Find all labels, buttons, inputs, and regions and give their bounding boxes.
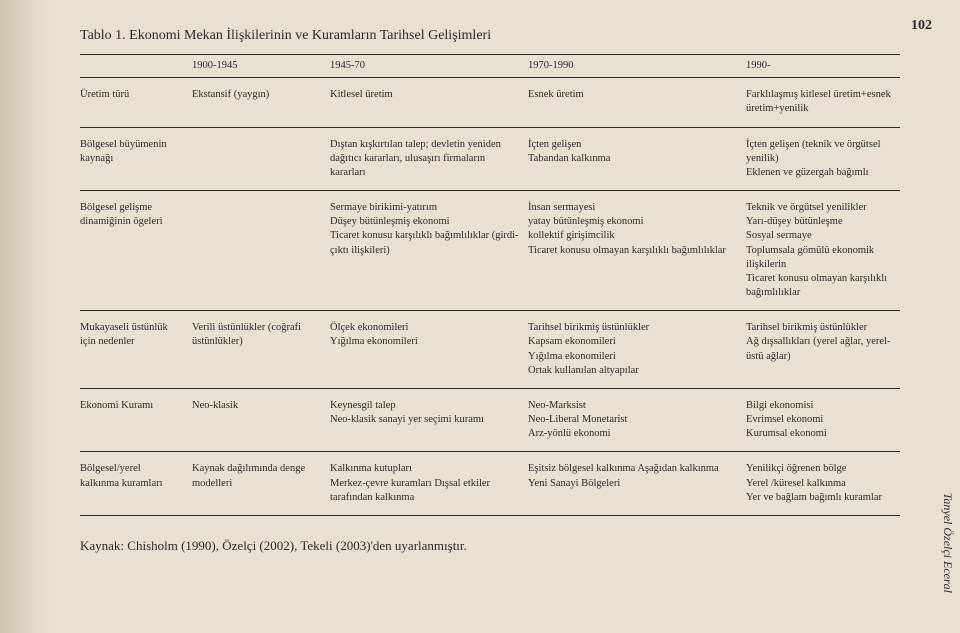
cell <box>192 127 330 191</box>
cell: Neo-MarksistNeo-Liberal MonetaristArz-yö… <box>528 388 746 452</box>
table-row: Bölgesel büyümenin kaynağı Dıştan kışkır… <box>80 127 900 191</box>
col-header-3: 1945-70 <box>330 55 528 77</box>
cell: Dıştan kışkırtılan talep; devletin yenid… <box>330 127 528 191</box>
table-row: Üretim türü Ekstansif (yaygın) Kitlesel … <box>80 78 900 127</box>
cell <box>192 191 330 311</box>
cell: Neo-klasik <box>192 388 330 452</box>
source-line: Kaynak: Chisholm (1990), Özelçi (2002), … <box>80 538 900 554</box>
cell: İçten gelişenTabandan kalkınma <box>528 127 746 191</box>
side-author: Tanyel Özelçi Eceral <box>940 493 955 593</box>
page-number: 102 <box>911 18 932 34</box>
col-header-2: 1900-1945 <box>192 55 330 77</box>
cell: Yenilikçi öğrenen bölgeYerel /küresel ka… <box>746 452 900 516</box>
table-row: Mukayaseli üstünlük için nedenler Verili… <box>80 311 900 389</box>
cell: Eşitsiz bölgesel kalkınma Aşağıdan kalkı… <box>528 452 746 516</box>
page: 102 Tanyel Özelçi Eceral Tablo 1. Ekonom… <box>0 0 960 633</box>
main-table: 1900-1945 1945-70 1970-1990 1990- Üretim… <box>80 54 900 516</box>
cell: Tarihsel birikmiş üstünlüklerKapsam ekon… <box>528 311 746 389</box>
cell: Ekstansif (yaygın) <box>192 78 330 127</box>
cell: Keynesgil talepNeo-klasik sanayi yer seç… <box>330 388 528 452</box>
col-header-4: 1970-1990 <box>528 55 746 77</box>
row-label: Bölgesel büyümenin kaynağı <box>80 127 192 191</box>
table-row: Bölgesel/yerel kalkınma kuramları Kaynak… <box>80 452 900 516</box>
cell: Kitlesel üretim <box>330 78 528 127</box>
cell: Bilgi ekonomisiEvrimsel ekonomiKurumsal … <box>746 388 900 452</box>
row-label: Üretim türü <box>80 78 192 127</box>
cell: Kaynak dağılımında denge modelleri <box>192 452 330 516</box>
cell: Sermaye birikimi-yatırımDüşey bütünleşmi… <box>330 191 528 311</box>
cell: Verili üstünlükler (coğrafi üstünlükler) <box>192 311 330 389</box>
cell: Kalkınma kutuplarıMerkez-çevre kuramları… <box>330 452 528 516</box>
cell: Farklılaşmış kitlesel üretim+esnek üreti… <box>746 78 900 127</box>
row-label: Bölgesel/yerel kalkınma kuramları <box>80 452 192 516</box>
row-label: Mukayaseli üstünlük için nedenler <box>80 311 192 389</box>
table-title: Tablo 1. Ekonomi Mekan İlişkilerinin ve … <box>80 28 900 44</box>
row-label: Ekonomi Kuramı <box>80 388 192 452</box>
row-label: Bölgesel gelişme dinamiğinin ögeleri <box>80 191 192 311</box>
cell: Esnek üretim <box>528 78 746 127</box>
table-row: Ekonomi Kuramı Neo-klasik Keynesgil tale… <box>80 388 900 452</box>
cell: Tarihsel birikmiş üstünlüklerAğ dışsallı… <box>746 311 900 389</box>
cell: İçten gelişen (teknik ve örgütsel yenili… <box>746 127 900 191</box>
table-row: Bölgesel gelişme dinamiğinin ögeleri Ser… <box>80 191 900 311</box>
col-header-5: 1990- <box>746 55 900 77</box>
table-body: Üretim türü Ekstansif (yaygın) Kitlesel … <box>80 78 900 516</box>
cell: Teknik ve örgütsel yeniliklerYarı-düşey … <box>746 191 900 311</box>
cell: İnsan sermayesiyatay bütünleşmiş ekonomi… <box>528 191 746 311</box>
col-header-1 <box>80 55 192 77</box>
cell: Ölçek ekonomileriYığılma ekonomileri <box>330 311 528 389</box>
